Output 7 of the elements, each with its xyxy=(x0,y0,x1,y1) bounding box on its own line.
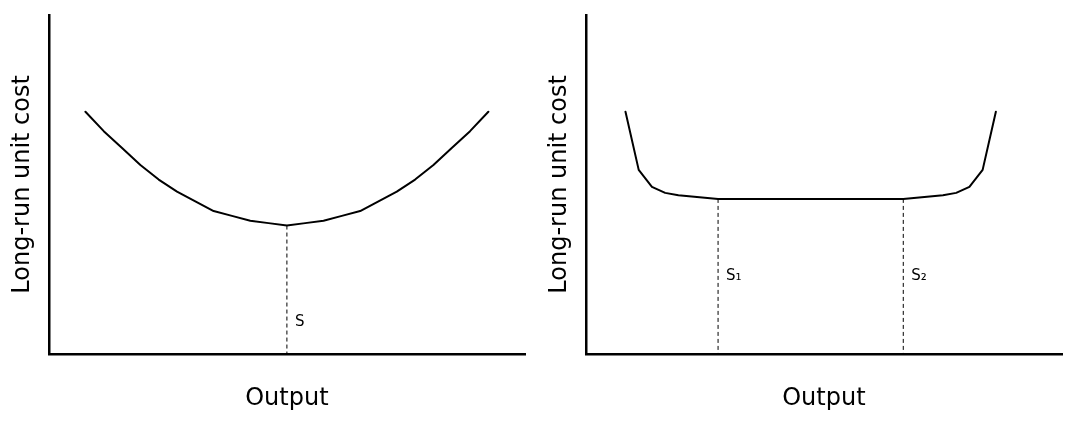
y-axis-title: Long-run unit cost xyxy=(6,75,35,294)
annotation: S₂ xyxy=(911,266,927,285)
y-axis-title: Long-run unit cost xyxy=(543,75,572,294)
x-axis-title: Output xyxy=(782,382,866,411)
x-axis-title: Output xyxy=(245,382,329,411)
annotation: S xyxy=(294,311,305,330)
annotation: S₁ xyxy=(726,266,742,285)
